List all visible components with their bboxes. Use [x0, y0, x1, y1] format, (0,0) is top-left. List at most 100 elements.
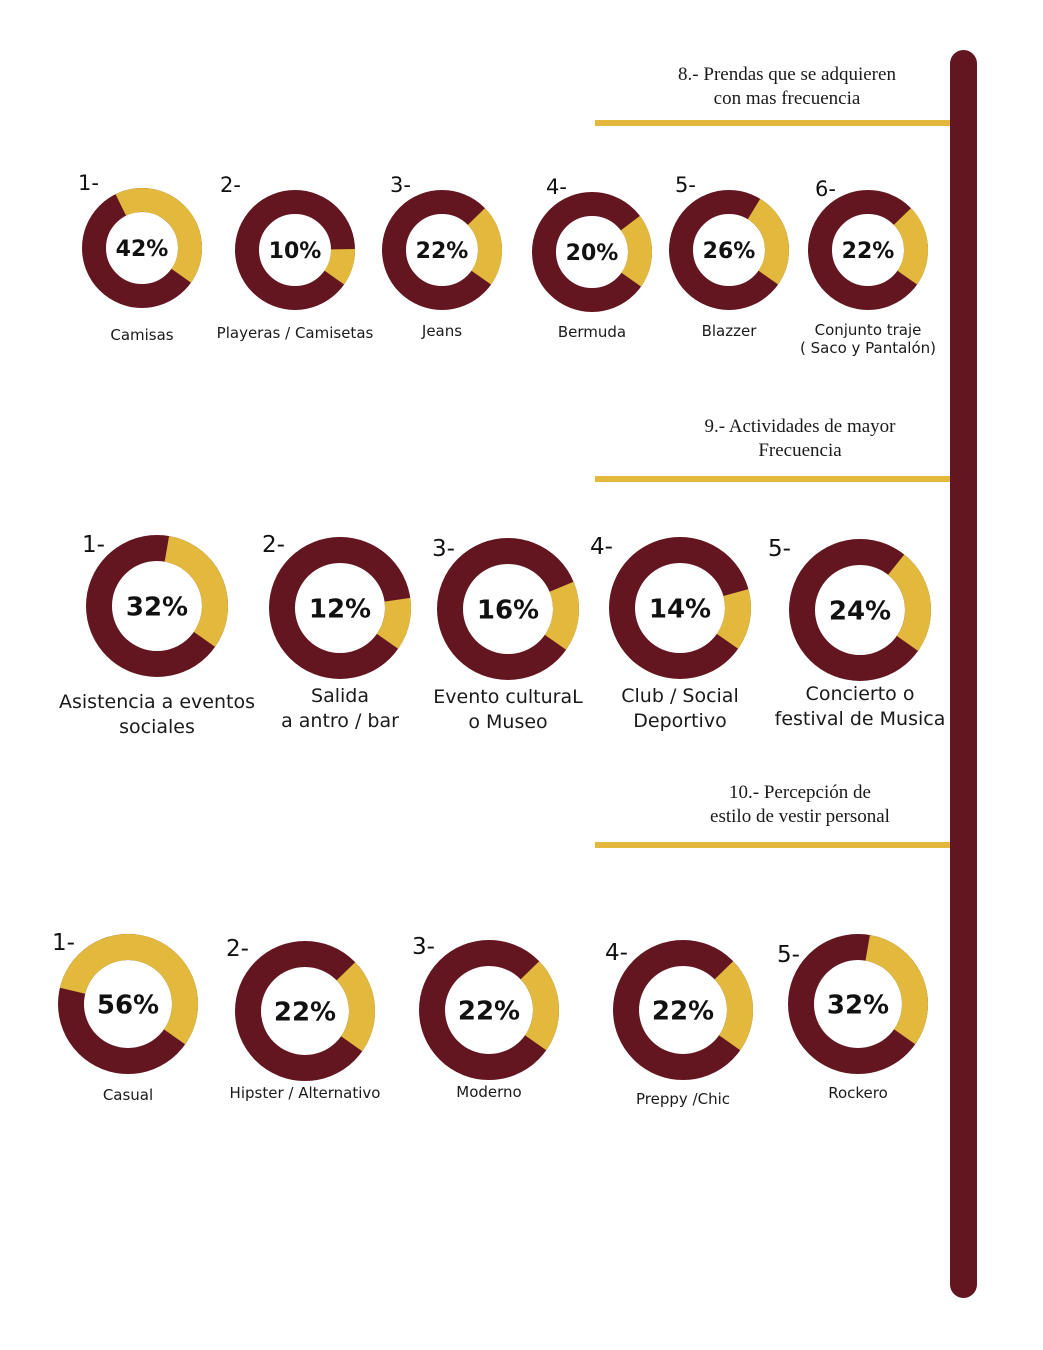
- item-number: 5-: [675, 173, 696, 197]
- donut-chart: 26% 5- Blazzer: [669, 173, 789, 340]
- item-number: 2-: [220, 173, 241, 197]
- percentage-label: 56%: [97, 990, 159, 1020]
- donut-value-arc: [382, 190, 502, 310]
- item-number: 1-: [82, 532, 105, 558]
- donut-value-arc: [235, 941, 375, 1081]
- section-title-line: 9.- Actividades de mayor: [704, 416, 896, 437]
- category-label: o Museo: [468, 711, 547, 733]
- item-number: 1-: [78, 171, 99, 195]
- donut-value-arc: [669, 190, 789, 310]
- category-label: Evento culturaL: [433, 686, 583, 708]
- item-number: 2-: [226, 936, 249, 962]
- donut-value-arc: [609, 537, 751, 679]
- item-number: 4-: [605, 940, 628, 966]
- donut-chart: 56% 1- Casual: [52, 930, 198, 1104]
- donut-value-arc: [419, 940, 559, 1080]
- category-label: Moderno: [456, 1083, 521, 1101]
- donut-chart: 22% 2- Hipster / Alternativo: [226, 936, 381, 1102]
- donut-chart: 22% 6- Conjunto traje( Saco y Pantalón): [800, 177, 936, 357]
- section-title-percepcion: 10.- Percepción de estilo de vestir pers…: [650, 781, 950, 829]
- percentage-label: 12%: [309, 594, 371, 624]
- donut-value-arc: [86, 535, 228, 677]
- donut-chart: 22% 4- Preppy /Chic: [605, 940, 753, 1108]
- percentage-label: 22%: [416, 239, 469, 264]
- category-label: Conjunto traje: [815, 321, 922, 339]
- donut-value-arc: [788, 934, 928, 1074]
- category-label: Hipster / Alternativo: [230, 1084, 381, 1102]
- category-label: ( Saco y Pantalón): [800, 339, 936, 357]
- category-label: Camisas: [110, 326, 173, 344]
- category-label: Club / Social: [621, 685, 738, 707]
- donut-value-arc: [437, 538, 579, 680]
- item-number: 3-: [432, 536, 455, 562]
- donut-chart: 24% 5- Concierto o festival de Musica: [768, 536, 946, 730]
- section-title-actividades: 9.- Actividades de mayor Frecuencia: [650, 415, 950, 463]
- donut-value-arc: [82, 187, 202, 308]
- item-number: 4-: [546, 175, 567, 199]
- item-number: 6-: [815, 177, 836, 201]
- category-label: Salida: [311, 685, 369, 707]
- percentage-label: 32%: [126, 592, 188, 622]
- donut-chart: 22% 3- Moderno: [412, 934, 559, 1101]
- donut-value-arc: [269, 537, 411, 679]
- donut-value-arc: [235, 190, 355, 310]
- section-divider: [595, 842, 951, 848]
- category-label: Asistencia a eventos: [59, 691, 255, 713]
- donut-chart: 20% 4- Bermuda: [532, 175, 652, 341]
- section-title-line: Frecuencia: [758, 440, 842, 461]
- category-label: a antro / bar: [281, 710, 399, 732]
- item-number: 3-: [412, 934, 435, 960]
- donut-chart: 14% 4- Club / Social Deportivo: [590, 534, 751, 732]
- donut-value-arc: [532, 192, 652, 312]
- item-number: 1-: [52, 930, 75, 956]
- section-divider: [595, 476, 951, 482]
- category-label: Blazzer: [702, 322, 758, 340]
- category-label: Bermuda: [558, 323, 626, 341]
- donut-chart: 22% 3- Jeans: [382, 173, 502, 340]
- item-number: 2-: [262, 532, 285, 558]
- category-label: Preppy /Chic: [636, 1090, 730, 1108]
- category-label: Playeras / Camisetas: [217, 324, 374, 342]
- percentage-label: 26%: [703, 239, 756, 264]
- section-title-line: 8.- Prendas que se adquieren: [678, 64, 896, 85]
- percentage-label: 10%: [269, 239, 322, 264]
- donut-chart: 32% 1- Asistencia a eventos sociales: [59, 532, 255, 738]
- item-number: 3-: [390, 173, 411, 197]
- section-title-line: estilo de vestir personal: [710, 806, 890, 827]
- item-number: 5-: [777, 942, 800, 968]
- percentage-label: 22%: [652, 996, 714, 1026]
- donut-value-arc: [613, 940, 753, 1080]
- donut-chart: 10% 2- Playeras / Camisetas: [217, 173, 374, 342]
- percentage-label: 22%: [842, 239, 895, 264]
- percentage-label: 32%: [827, 990, 889, 1020]
- donut-value-arc: [789, 539, 931, 681]
- donut-value-arc: [58, 934, 198, 1074]
- category-label: Deportivo: [633, 710, 726, 732]
- category-label: Casual: [103, 1086, 153, 1104]
- donut-chart: 42% 1- Camisas: [78, 171, 202, 344]
- category-label: Rockero: [828, 1084, 888, 1102]
- category-label: Concierto o: [806, 683, 915, 705]
- category-label: festival de Musica: [775, 708, 946, 730]
- percentage-label: 16%: [477, 595, 539, 625]
- percentage-label: 22%: [274, 997, 336, 1027]
- percentage-label: 42%: [116, 237, 169, 262]
- section-divider: [595, 120, 951, 126]
- donut-chart: 16% 3- Evento culturaL o Museo: [432, 536, 583, 733]
- percentage-label: 22%: [458, 996, 520, 1026]
- section-title-prendas: 8.- Prendas que se adquieren con mas fre…: [637, 63, 937, 111]
- item-number: 4-: [590, 534, 613, 560]
- percentage-label: 14%: [649, 594, 711, 624]
- category-label: sociales: [119, 716, 195, 738]
- section-title-line: 10.- Percepción de: [729, 782, 871, 803]
- category-label: Jeans: [421, 322, 462, 340]
- percentage-label: 20%: [566, 241, 619, 266]
- item-number: 5-: [768, 536, 791, 562]
- donut-chart: 12% 2- Salida a antro / bar: [262, 532, 411, 732]
- donut-chart: 32% 5- Rockero: [777, 934, 928, 1102]
- percentage-label: 24%: [829, 596, 891, 626]
- vertical-side-bar: [950, 50, 977, 1298]
- section-title-line: con mas frecuencia: [713, 88, 861, 109]
